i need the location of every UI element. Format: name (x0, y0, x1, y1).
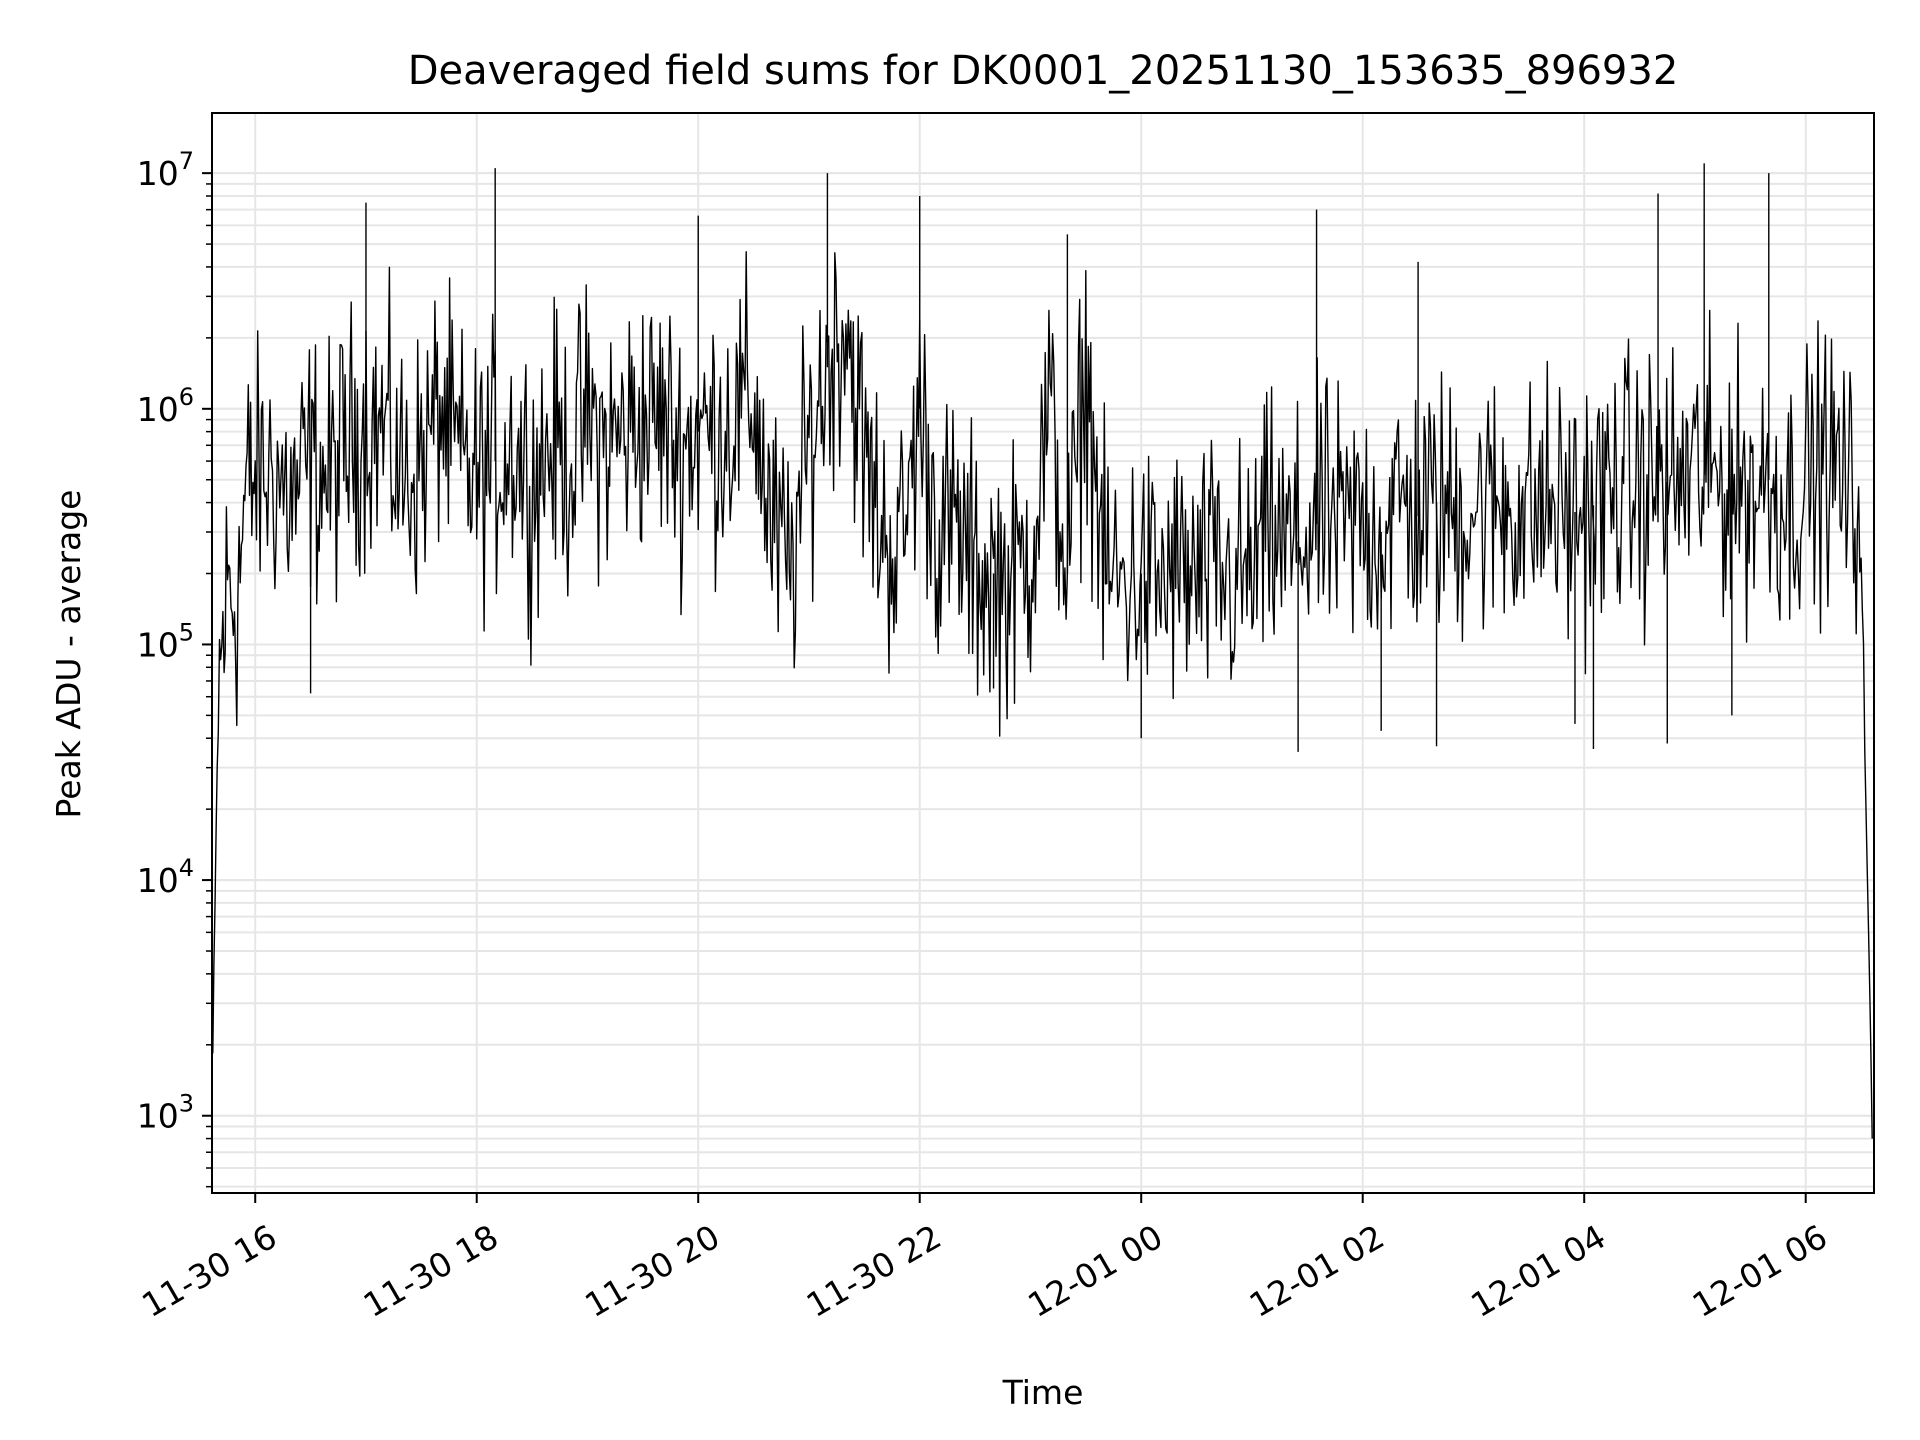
series-layer (212, 163, 1873, 1139)
plot-frame (211, 112, 1875, 1194)
y-axis-label: Peak ADU - average (49, 490, 88, 819)
y-axis-ticks: 103 104 105 106 107 (137, 147, 212, 1136)
y-tick-label: 106 (137, 383, 194, 429)
x-axis-label: Time (1002, 1373, 1084, 1412)
y-tick-label: 103 (137, 1090, 194, 1136)
series-line (212, 251, 1873, 1139)
y-tick-label: 105 (137, 618, 194, 664)
y-tick-label: 107 (137, 147, 194, 193)
chart-title: Deaveraged field sums for DK0001_2025113… (408, 48, 1679, 94)
y-tick-label: 104 (137, 854, 194, 900)
